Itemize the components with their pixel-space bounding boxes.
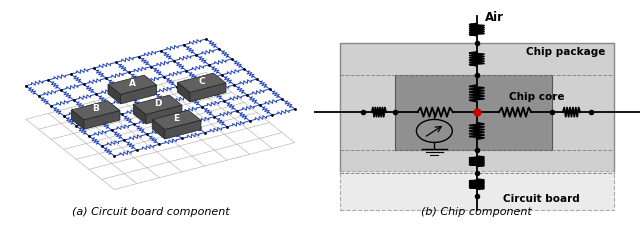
Polygon shape xyxy=(152,120,165,139)
Text: (a) Circuit board component: (a) Circuit board component xyxy=(72,207,229,217)
Polygon shape xyxy=(71,101,120,120)
Polygon shape xyxy=(165,120,201,139)
Polygon shape xyxy=(177,73,226,93)
Polygon shape xyxy=(108,75,157,95)
Text: Chip core: Chip core xyxy=(509,93,565,103)
Text: Circuit board: Circuit board xyxy=(503,194,580,204)
Polygon shape xyxy=(146,105,182,124)
Text: B: B xyxy=(92,104,99,113)
Polygon shape xyxy=(152,110,201,130)
Bar xyxy=(340,171,614,210)
Text: E: E xyxy=(173,114,180,123)
Polygon shape xyxy=(71,110,84,129)
Text: A: A xyxy=(129,79,136,88)
Text: D: D xyxy=(154,99,161,108)
Bar xyxy=(396,75,552,150)
Polygon shape xyxy=(108,85,120,104)
Text: (b) Chip component: (b) Chip component xyxy=(421,207,532,217)
Text: Chip package: Chip package xyxy=(526,46,605,57)
Polygon shape xyxy=(177,82,190,102)
Bar xyxy=(340,43,614,173)
Polygon shape xyxy=(133,95,182,114)
Text: Air: Air xyxy=(485,10,504,24)
Polygon shape xyxy=(120,85,157,104)
Polygon shape xyxy=(133,104,146,124)
Polygon shape xyxy=(190,83,226,102)
Text: C: C xyxy=(198,77,205,86)
Polygon shape xyxy=(84,111,120,129)
